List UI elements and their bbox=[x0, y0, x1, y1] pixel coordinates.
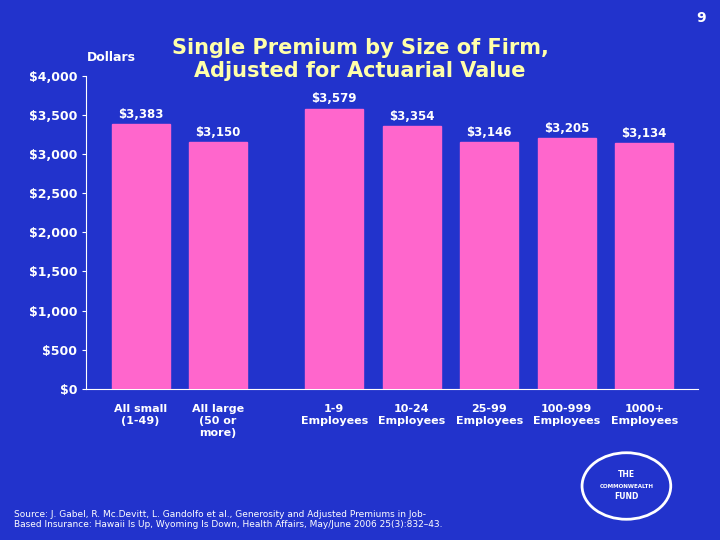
Text: Source: J. Gabel, R. Mc.Devitt, L. Gandolfo et al., Generosity and Adjusted Prem: Source: J. Gabel, R. Mc.Devitt, L. Gando… bbox=[14, 510, 443, 529]
Bar bbox=[615, 144, 673, 389]
Text: $3,205: $3,205 bbox=[544, 122, 590, 134]
Text: 25-99
Employees: 25-99 Employees bbox=[456, 404, 523, 426]
Text: COMMONWEALTH: COMMONWEALTH bbox=[600, 483, 654, 489]
Text: Single Premium by Size of Firm,
Adjusted for Actuarial Value: Single Premium by Size of Firm, Adjusted… bbox=[171, 38, 549, 81]
Text: 1-9
Employees: 1-9 Employees bbox=[301, 404, 368, 426]
Text: $3,134: $3,134 bbox=[621, 127, 667, 140]
Bar bbox=[383, 126, 441, 389]
Text: 9: 9 bbox=[696, 11, 706, 25]
Text: 100-999
Employees: 100-999 Employees bbox=[533, 404, 600, 426]
Bar bbox=[305, 109, 364, 389]
Text: $3,146: $3,146 bbox=[467, 126, 512, 139]
Text: 10-24
Employees: 10-24 Employees bbox=[378, 404, 446, 426]
Text: Dollars: Dollars bbox=[86, 51, 135, 64]
Text: $3,579: $3,579 bbox=[312, 92, 357, 105]
Text: $3,354: $3,354 bbox=[389, 110, 434, 123]
Text: 1000+
Employees: 1000+ Employees bbox=[611, 404, 678, 426]
Text: FUND: FUND bbox=[614, 492, 639, 501]
Text: All small
(1-49): All small (1-49) bbox=[114, 404, 167, 426]
Bar bbox=[112, 124, 170, 389]
Bar bbox=[189, 142, 247, 389]
Bar bbox=[538, 138, 595, 389]
Bar bbox=[460, 143, 518, 389]
Text: $3,383: $3,383 bbox=[118, 108, 163, 121]
Text: $3,150: $3,150 bbox=[195, 126, 240, 139]
Text: All large
(50 or
more): All large (50 or more) bbox=[192, 404, 244, 437]
Text: THE: THE bbox=[618, 470, 635, 479]
